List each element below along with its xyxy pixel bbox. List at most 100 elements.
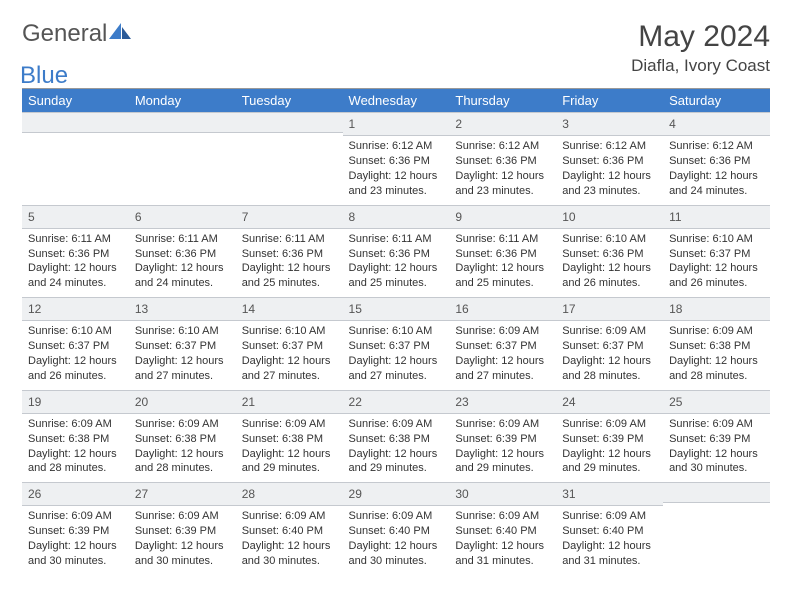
calendar-week-row: 5Sunrise: 6:11 AMSunset: 6:36 PMDaylight… [22,205,770,298]
sunrise-line: Sunrise: 6:09 AM [562,324,657,339]
sunset-line: Sunset: 6:36 PM [455,154,550,169]
day-header: Thursday [449,89,556,112]
day-number: 21 [236,390,343,414]
calendar-day-cell: 15Sunrise: 6:10 AMSunset: 6:37 PMDayligh… [343,297,450,390]
empty-daynum [236,112,343,133]
day-details: Sunrise: 6:10 AMSunset: 6:37 PMDaylight:… [129,321,236,389]
day-number: 18 [663,297,770,321]
daylight-line: Daylight: 12 hours and 30 minutes. [135,539,230,569]
calendar-day-cell: 27Sunrise: 6:09 AMSunset: 6:39 PMDayligh… [129,482,236,575]
sunset-line: Sunset: 6:37 PM [349,339,444,354]
daylight-line: Daylight: 12 hours and 28 minutes. [669,354,764,384]
sunset-line: Sunset: 6:39 PM [562,432,657,447]
calendar-day-cell: 2Sunrise: 6:12 AMSunset: 6:36 PMDaylight… [449,112,556,205]
day-number: 26 [22,482,129,506]
day-number: 29 [343,482,450,506]
daylight-line: Daylight: 12 hours and 29 minutes. [242,447,337,477]
sunset-line: Sunset: 6:36 PM [455,247,550,262]
calendar-week-row: 1Sunrise: 6:12 AMSunset: 6:36 PMDaylight… [22,112,770,205]
calendar-day-cell: 3Sunrise: 6:12 AMSunset: 6:36 PMDaylight… [556,112,663,205]
sunset-line: Sunset: 6:36 PM [562,154,657,169]
sunset-line: Sunset: 6:37 PM [28,339,123,354]
day-details: Sunrise: 6:11 AMSunset: 6:36 PMDaylight:… [236,229,343,297]
calendar-day-cell: 5Sunrise: 6:11 AMSunset: 6:36 PMDaylight… [22,205,129,298]
sunrise-line: Sunrise: 6:09 AM [562,417,657,432]
day-number: 11 [663,205,770,229]
day-number: 28 [236,482,343,506]
calendar-week-row: 26Sunrise: 6:09 AMSunset: 6:39 PMDayligh… [22,482,770,575]
day-details: Sunrise: 6:10 AMSunset: 6:37 PMDaylight:… [343,321,450,389]
daylight-line: Daylight: 12 hours and 29 minutes. [562,447,657,477]
calendar-body: 1Sunrise: 6:12 AMSunset: 6:36 PMDaylight… [22,112,770,575]
sunset-line: Sunset: 6:39 PM [455,432,550,447]
sunset-line: Sunset: 6:38 PM [242,432,337,447]
day-number: 30 [449,482,556,506]
sunset-line: Sunset: 6:39 PM [669,432,764,447]
sunset-line: Sunset: 6:37 PM [242,339,337,354]
daylight-line: Daylight: 12 hours and 31 minutes. [455,539,550,569]
day-number: 23 [449,390,556,414]
day-header: Friday [556,89,663,112]
sunrise-line: Sunrise: 6:12 AM [669,139,764,154]
calendar-day-cell: 16Sunrise: 6:09 AMSunset: 6:37 PMDayligh… [449,297,556,390]
daylight-line: Daylight: 12 hours and 26 minutes. [28,354,123,384]
calendar-day-cell: 29Sunrise: 6:09 AMSunset: 6:40 PMDayligh… [343,482,450,575]
sunrise-line: Sunrise: 6:12 AM [349,139,444,154]
calendar-day-cell: 6Sunrise: 6:11 AMSunset: 6:36 PMDaylight… [129,205,236,298]
day-number: 1 [343,112,450,136]
day-number: 5 [22,205,129,229]
sunrise-line: Sunrise: 6:09 AM [242,509,337,524]
daylight-line: Daylight: 12 hours and 25 minutes. [455,261,550,291]
daylight-line: Daylight: 12 hours and 30 minutes. [28,539,123,569]
day-details: Sunrise: 6:11 AMSunset: 6:36 PMDaylight:… [449,229,556,297]
calendar-day-cell: 11Sunrise: 6:10 AMSunset: 6:37 PMDayligh… [663,205,770,298]
sunrise-line: Sunrise: 6:09 AM [669,417,764,432]
calendar-day-cell [236,112,343,205]
calendar-day-cell: 26Sunrise: 6:09 AMSunset: 6:39 PMDayligh… [22,482,129,575]
sunrise-line: Sunrise: 6:12 AM [455,139,550,154]
sunset-line: Sunset: 6:40 PM [562,524,657,539]
day-details: Sunrise: 6:12 AMSunset: 6:36 PMDaylight:… [449,136,556,204]
calendar-table: Sunday Monday Tuesday Wednesday Thursday… [22,89,770,575]
sail-icon [109,23,131,46]
sunrise-line: Sunrise: 6:09 AM [28,417,123,432]
sunrise-line: Sunrise: 6:10 AM [669,232,764,247]
daylight-line: Daylight: 12 hours and 31 minutes. [562,539,657,569]
sunset-line: Sunset: 6:37 PM [669,247,764,262]
sunset-line: Sunset: 6:36 PM [669,154,764,169]
day-number: 8 [343,205,450,229]
sunset-line: Sunset: 6:37 PM [562,339,657,354]
daylight-line: Daylight: 12 hours and 23 minutes. [562,169,657,199]
calendar-day-cell: 20Sunrise: 6:09 AMSunset: 6:38 PMDayligh… [129,390,236,483]
day-number: 20 [129,390,236,414]
calendar-day-cell: 10Sunrise: 6:10 AMSunset: 6:36 PMDayligh… [556,205,663,298]
calendar-day-cell [129,112,236,205]
sunset-line: Sunset: 6:36 PM [349,247,444,262]
calendar-day-cell: 12Sunrise: 6:10 AMSunset: 6:37 PMDayligh… [22,297,129,390]
sunrise-line: Sunrise: 6:09 AM [455,417,550,432]
day-details: Sunrise: 6:09 AMSunset: 6:39 PMDaylight:… [663,414,770,482]
day-details: Sunrise: 6:11 AMSunset: 6:36 PMDaylight:… [343,229,450,297]
day-header: Monday [129,89,236,112]
day-number: 22 [343,390,450,414]
day-details: Sunrise: 6:09 AMSunset: 6:40 PMDaylight:… [556,506,663,574]
day-number: 6 [129,205,236,229]
day-number: 14 [236,297,343,321]
sunrise-line: Sunrise: 6:11 AM [349,232,444,247]
day-number: 13 [129,297,236,321]
month-title: May 2024 [631,20,770,54]
sunrise-line: Sunrise: 6:10 AM [242,324,337,339]
day-header-row: Sunday Monday Tuesday Wednesday Thursday… [22,89,770,112]
sunrise-line: Sunrise: 6:09 AM [669,324,764,339]
sunset-line: Sunset: 6:37 PM [135,339,230,354]
calendar-day-cell: 28Sunrise: 6:09 AMSunset: 6:40 PMDayligh… [236,482,343,575]
calendar-day-cell [663,482,770,575]
calendar-week-row: 19Sunrise: 6:09 AMSunset: 6:38 PMDayligh… [22,390,770,483]
calendar-day-cell: 1Sunrise: 6:12 AMSunset: 6:36 PMDaylight… [343,112,450,205]
day-header: Sunday [22,89,129,112]
brand-logo: General Blue [22,20,131,76]
sunset-line: Sunset: 6:36 PM [135,247,230,262]
calendar-week-row: 12Sunrise: 6:10 AMSunset: 6:37 PMDayligh… [22,297,770,390]
day-number: 7 [236,205,343,229]
sunset-line: Sunset: 6:38 PM [669,339,764,354]
